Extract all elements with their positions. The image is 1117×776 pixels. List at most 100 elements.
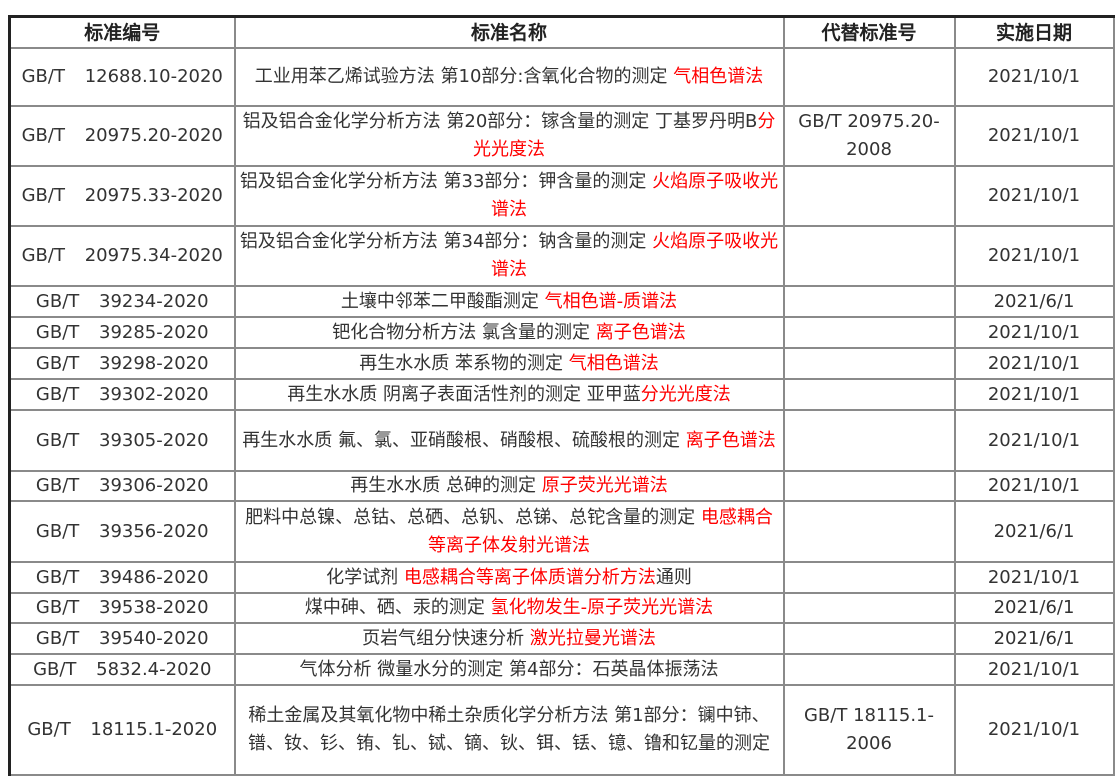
table-row: GB/T 39305-2020 再生水水质 氟、氯、亚硝酸根、硝酸根、硫酸根的测定… [8, 409, 1115, 472]
table-row: GB/T 39356-2020 肥料中总镍、总钴、总硒、总钒、总锑、总铊含量的测定… [8, 500, 1115, 563]
effective-date: 2021/10/1 [987, 429, 1081, 451]
cell-name: 工业用苯乙烯试验方法 第10部分:含氧化合物的测定 气相色谱法 [233, 47, 785, 107]
cell-replaces: GB/T 18115.1-2006 [782, 684, 956, 776]
effective-date: 2021/10/1 [987, 321, 1081, 343]
cell-date: 2021/10/1 [953, 561, 1115, 594]
cell-replaces [782, 500, 956, 563]
table-row: GB/T 39298-2020 再生水水质 苯系物的测定 气相色谱法 2021/10… [8, 347, 1115, 380]
table-row: GB/T 39486-2020 化学试剂 电感耦合等离子体质谱分析方法通则 2021… [8, 561, 1115, 594]
cell-replaces [782, 347, 956, 380]
table-row: GB/T 12688.10-2020 工业用苯乙烯试验方法 第10部分:含氧化合物… [8, 47, 1115, 107]
effective-date: 2021/6/1 [993, 597, 1075, 618]
header-code: 标准编号 [8, 15, 236, 49]
method-highlight: 原子荧光光谱法 [541, 475, 668, 496]
standard-code: GB/T 39538-2020 [35, 597, 209, 618]
standard-name: 煤中砷、硒、汞的测定 [304, 597, 491, 618]
cell-code: GB/T 12688.10-2020 [8, 47, 236, 107]
table-row: GB/T 39234-2020 土壤中邻苯二甲酸酯测定 气相色谱-质谱法 2021/… [8, 285, 1115, 318]
cell-date: 2021/10/1 [953, 347, 1115, 380]
method-highlight: 氢化物发生-原子荧光光谱法 [490, 597, 714, 618]
cell-code: GB/T 20975.34-2020 [8, 225, 236, 287]
cell-date: 2021/10/1 [953, 165, 1115, 227]
standard-code: GB/T 12688.10-2020 [21, 66, 223, 87]
cell-code: GB/T 20975.20-2020 [8, 105, 236, 167]
replaced-standard: GB/T 18115.1-2006 [803, 705, 934, 754]
effective-date: 2021/10/1 [987, 352, 1081, 374]
cell-name: 页岩气组分快速分析 激光拉曼光谱法 [233, 622, 785, 655]
standard-code: GB/T 39234-2020 [35, 290, 209, 312]
cell-code: GB/T 39302-2020 [8, 378, 236, 411]
standard-name: 铝及铝合金化学分析方法 第33部分：钾含量的测定 [239, 171, 653, 192]
effective-date: 2021/6/1 [993, 290, 1075, 312]
header-date: 实施日期 [953, 15, 1115, 49]
method-highlight: 电感耦合等离子体发射光谱法 [428, 506, 773, 556]
effective-date: 2021/6/1 [993, 520, 1075, 542]
cell-name: 铝及铝合金化学分析方法 第33部分：钾含量的测定 火焰原子吸收光谱法 [233, 165, 785, 227]
standard-name: 铝及铝合金化学分析方法 第34部分：钠含量的测定 [239, 231, 653, 252]
cell-replaces [782, 285, 956, 318]
effective-date: 2021/10/1 [987, 125, 1081, 146]
cell-date: 2021/10/1 [953, 47, 1115, 107]
standard-name: 再生水水质 总砷的测定 [350, 475, 542, 496]
table-row: GB/T 39302-2020 再生水水质 阴离子表面活性剂的测定 亚甲蓝分光光度… [8, 378, 1115, 411]
cell-name: 化学试剂 电感耦合等离子体质谱分析方法通则 [233, 561, 785, 594]
table-row: GB/T 39285-2020 钯化合物分析方法 氯含量的测定 离子色谱法 2021… [8, 316, 1115, 349]
cell-name: 稀土金属及其氧化物中稀土杂质化学分析方法 第1部分：镧中铈、镨、钕、钐、铕、钆、… [233, 684, 785, 776]
cell-code: GB/T 39285-2020 [8, 316, 236, 349]
method-highlight: 离子色谱法 [595, 321, 686, 343]
table-row: GB/T 39540-2020 页岩气组分快速分析 激光拉曼光谱法 2021/6/1 [8, 622, 1115, 655]
cell-date: 2021/10/1 [953, 225, 1115, 287]
standard-code: GB/T 18115.1-2020 [27, 719, 218, 740]
cell-code: GB/T 18115.1-2020 [8, 684, 236, 776]
standard-name: 钯化合物分析方法 氯含量的测定 [332, 321, 596, 343]
name-suffix: 通则 [655, 566, 692, 588]
standard-code: GB/T 20975.20-2020 [21, 125, 223, 146]
header-name: 标准名称 [233, 15, 785, 49]
cell-code: GB/T 39356-2020 [8, 500, 236, 563]
cell-date: 2021/6/1 [953, 592, 1115, 624]
standard-code: GB/T 39540-2020 [35, 627, 209, 649]
effective-date: 2021/10/1 [987, 719, 1081, 740]
effective-date: 2021/10/1 [987, 185, 1081, 206]
standard-name: 工业用苯乙烯试验方法 第10部分:含氧化合物的测定 [254, 66, 674, 87]
method-highlight: 气相色谱法 [568, 352, 659, 374]
cell-replaces [782, 470, 956, 502]
cell-name: 气体分析 微量水分的测定 第4部分：石英晶体振荡法 [233, 653, 785, 686]
cell-replaces: GB/T 20975.20-2008 [782, 105, 956, 167]
method-highlight: 激光拉曼光谱法 [529, 627, 656, 649]
cell-replaces [782, 316, 956, 349]
cell-replaces [782, 378, 956, 411]
method-highlight: 火焰原子吸收光谱法 [491, 171, 779, 220]
cell-replaces [782, 592, 956, 624]
effective-date: 2021/10/1 [987, 66, 1081, 87]
standard-code: GB/T 39305-2020 [35, 429, 209, 451]
standard-code: GB/T 39285-2020 [35, 321, 209, 343]
cell-name: 再生水水质 苯系物的测定 气相色谱法 [233, 347, 785, 380]
cell-name: 土壤中邻苯二甲酸酯测定 气相色谱-质谱法 [233, 285, 785, 318]
cell-replaces [782, 561, 956, 594]
standard-name: 气体分析 微量水分的测定 第4部分：石英晶体振荡法 [299, 658, 719, 680]
cell-code: GB/T 39306-2020 [8, 470, 236, 502]
standard-name: 土壤中邻苯二甲酸酯测定 [340, 290, 545, 312]
cell-replaces [782, 653, 956, 686]
replaced-standard: GB/T 20975.20-2008 [798, 111, 940, 160]
table-row: GB/T 18115.1-2020 稀土金属及其氧化物中稀土杂质化学分析方法 第1… [8, 684, 1115, 776]
standard-code: GB/T 39356-2020 [35, 520, 209, 542]
cell-name: 煤中砷、硒、汞的测定 氢化物发生-原子荧光光谱法 [233, 592, 785, 624]
cell-date: 2021/10/1 [953, 653, 1115, 686]
effective-date: 2021/10/1 [987, 658, 1081, 680]
standard-name: 再生水水质 苯系物的测定 [359, 352, 569, 374]
effective-date: 2021/10/1 [987, 245, 1081, 266]
cell-name: 铝及铝合金化学分析方法 第34部分：钠含量的测定 火焰原子吸收光谱法 [233, 225, 785, 287]
effective-date: 2021/10/1 [987, 475, 1081, 496]
standard-code: GB/T 39306-2020 [35, 475, 209, 496]
standard-name: 稀土金属及其氧化物中稀土杂质化学分析方法 第1部分：镧中铈、镨、钕、钐、铕、钆、… [248, 705, 770, 754]
cell-name: 再生水水质 氟、氯、亚硝酸根、硝酸根、硫酸根的测定 离子色谱法 [233, 409, 785, 472]
cell-date: 2021/10/1 [953, 470, 1115, 502]
cell-date: 2021/10/1 [953, 105, 1115, 167]
standard-name: 化学试剂 [326, 566, 404, 588]
table-row: GB/T 39538-2020 煤中砷、硒、汞的测定 氢化物发生-原子荧光光谱法 2… [8, 592, 1115, 624]
table-row: GB/T 20975.20-2020 铝及铝合金化学分析方法 第20部分：镓含量的… [8, 105, 1115, 167]
standard-code: GB/T 39486-2020 [35, 566, 209, 588]
cell-code: GB/T 39298-2020 [8, 347, 236, 380]
